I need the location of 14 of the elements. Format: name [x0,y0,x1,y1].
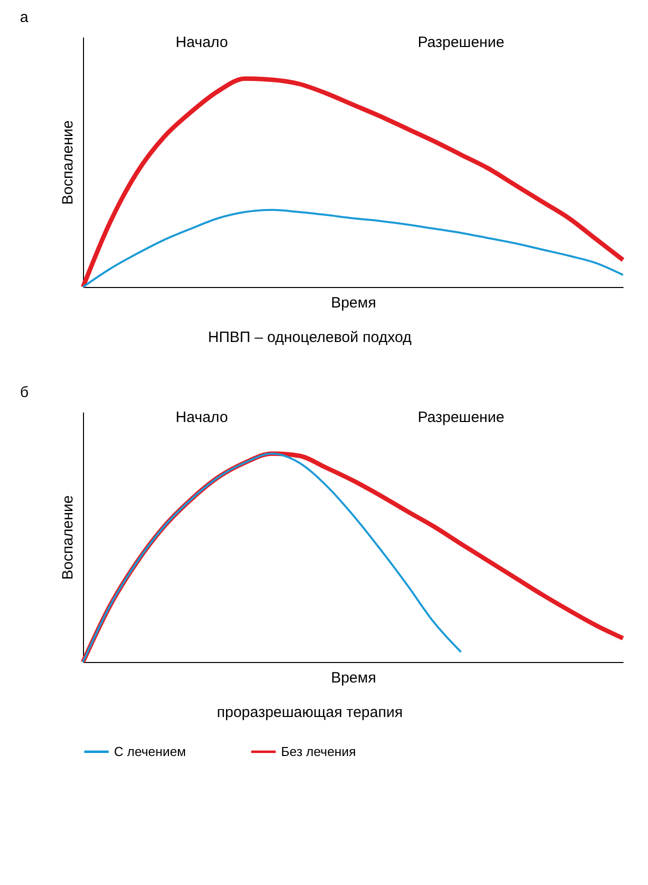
y-axis-title: Воспаление [60,120,76,205]
text: Разрешение [418,34,504,51]
text: Начало [176,409,228,426]
chart-title: а [20,9,29,26]
chart-title: б [20,384,29,401]
text: НПВП – одноцелевой подход [208,329,412,346]
legend-label: Без лечения [281,744,356,759]
text: Разрешение [418,409,504,426]
text: проразрешающая терапия [216,704,403,721]
y-axis-title: Воспаление [60,495,76,580]
legend-label: С лечением [114,744,186,759]
x-axis-title: Время [330,294,376,312]
text: Начало [176,34,228,51]
x-axis-title: Время [330,670,376,686]
